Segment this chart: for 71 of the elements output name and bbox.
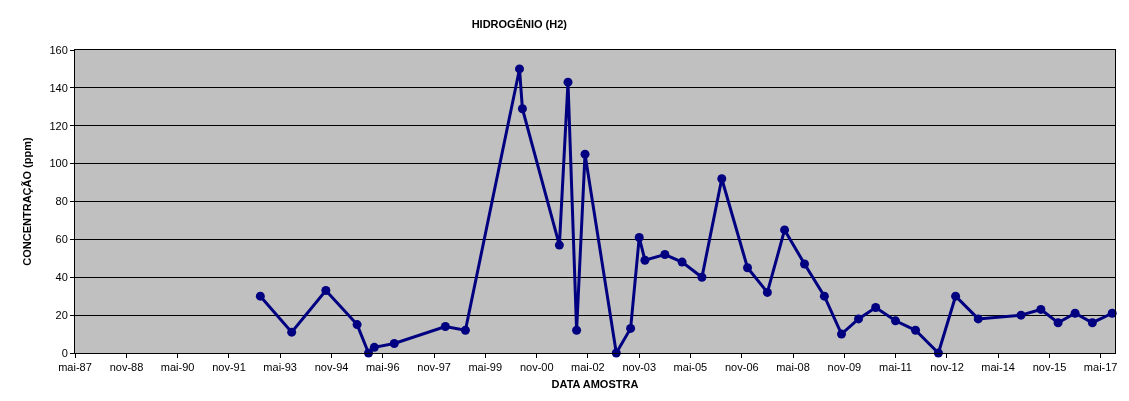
point [819,291,829,301]
point [517,104,527,114]
x-tick-label: nov-94 [314,361,349,374]
y-tick-label: 160 [49,43,68,56]
y-tick-label: 120 [49,119,68,132]
x-tick-label: mai-96 [365,361,400,374]
y-tick-label: 20 [55,308,68,321]
point [1053,318,1063,328]
point [743,263,753,273]
x-tick-label: mai-93 [263,361,297,374]
point [563,77,573,87]
point [634,232,644,242]
point [460,325,470,335]
y-tick-label: 140 [49,81,68,94]
point [352,320,362,330]
point [580,149,590,159]
point [389,339,399,349]
point [369,342,379,352]
x-tick-label: nov-09 [827,361,862,374]
x-tick-label: mai-90 [160,361,195,374]
x-tick-label: mai-17 [1083,361,1118,374]
x-tick-label: nov-15 [1032,361,1067,374]
point [854,314,864,324]
y-tick-label: 0 [61,346,68,359]
y-tick-label: 60 [55,233,68,246]
y-axis-title: CONCENTRAÇÃO (ppm) [21,137,34,266]
x-tick-label: mai-05 [673,361,708,374]
x-axis-title: DATA AMOSTRA [551,378,639,391]
point [717,174,727,184]
point [1070,308,1080,318]
x-tick-label: nov-12 [930,361,964,374]
point [626,323,636,333]
point [677,257,687,267]
point [1016,310,1026,320]
y-tick-label: 40 [55,271,68,284]
x-tick-label: nov-00 [519,361,554,374]
point [1087,318,1097,328]
point [255,291,265,301]
point [891,316,901,326]
x-tick-label: nov-91 [212,361,246,374]
x-tick-label: mai-02 [571,361,605,374]
point [515,64,525,74]
point [762,287,772,297]
point [554,240,564,250]
point [440,321,450,331]
x-tick-label: mai-08 [776,361,810,374]
x-tick-label: mai-11 [879,361,912,374]
x-tick-label: mai-14 [981,361,1015,374]
x-tick-label: nov-97 [417,361,451,374]
x-tick-label: nov-03 [622,361,657,374]
x-tick-label: nov-06 [724,361,759,374]
point [572,325,582,335]
x-tick-label: mai-99 [468,361,503,374]
point [951,291,961,301]
point [287,327,297,337]
point [660,250,670,260]
point [780,225,790,235]
point [871,303,881,313]
x-tick-label: nov-88 [109,361,144,374]
point [697,272,707,282]
point [837,329,846,339]
point [321,286,331,296]
y-tick-label: 80 [55,195,68,208]
point [640,255,650,265]
y-tick-label: 100 [49,157,68,170]
point [800,259,810,269]
x-tick-label: mai-87 [58,361,92,374]
point [973,314,983,324]
point [1036,304,1046,314]
point [911,325,921,335]
chart-title: HIDROGÊNIO (H2) [471,17,568,30]
